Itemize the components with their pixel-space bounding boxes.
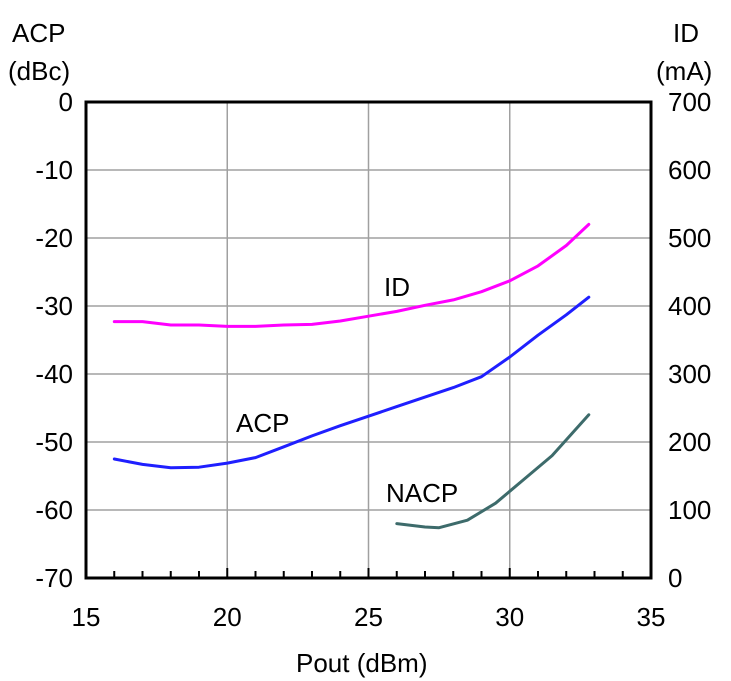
x-tick-label: 30 [495,602,525,632]
y-right-tick-label: 200 [668,427,712,457]
right-axis-title-line1: ID [673,18,699,48]
series-line-nacp [395,413,591,530]
y-right-tick-label: 300 [668,359,712,389]
y-left-tick-label: -30 [35,291,73,321]
y-left-tick-label: -60 [35,495,73,525]
y-right-tick-label: 600 [668,155,712,185]
y-right-tick-label: 100 [668,495,712,525]
y-left-tick-label: -20 [35,223,73,253]
series-label-nacp: NACP [386,478,459,508]
left-axis-title-line2: (dBc) [8,56,71,86]
minor-ticks [113,568,624,578]
series-line-acp [112,295,591,470]
x-tick-label: 20 [212,602,242,632]
x-tick-label: 35 [636,602,666,632]
y-left-tick-label: -10 [35,155,73,185]
series-label-id: ID [384,272,410,302]
left-axis-title-line1: ACP [12,18,66,48]
y-right-tick-label: 0 [668,563,683,593]
x-axis-title: Pout (dBm) [296,648,428,678]
right-axis-title-line2: (mA) [656,56,713,86]
x-tick-label: 25 [354,602,383,632]
y-right-tick-label: 500 [668,223,712,253]
y-left-tick-label: 0 [58,87,73,117]
series-line-id [112,222,591,328]
y-left-tick-label: -40 [35,359,73,389]
y-right-tick-label: 400 [668,291,712,321]
y-right-tick-label: 700 [668,87,712,117]
x-tick-label: 15 [71,602,101,632]
series-label-acp: ACP [236,408,290,438]
y-left-tick-label: -50 [35,427,73,457]
y-left-tick-label: -70 [35,563,73,593]
series-lines [112,222,591,530]
grid-lines [86,102,651,578]
